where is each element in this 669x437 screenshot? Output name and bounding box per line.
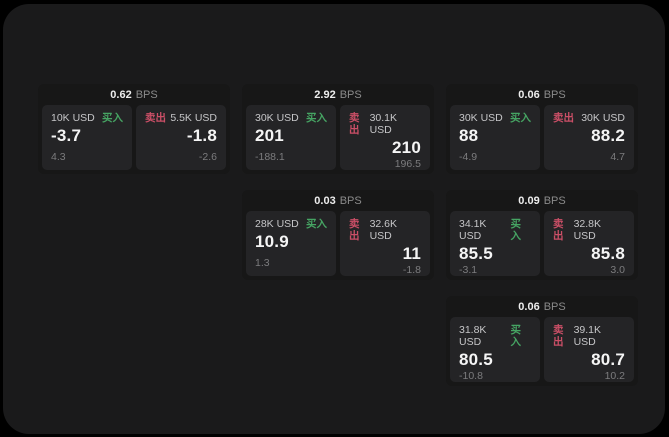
buy-label: 买入 bbox=[510, 218, 521, 242]
buy-amount: 28K USD bbox=[255, 218, 299, 230]
sell-label: 卖出 bbox=[349, 218, 360, 242]
sell-label: 卖出 bbox=[553, 324, 564, 348]
sell-amount: 39.1K USD bbox=[573, 324, 602, 348]
bps-unit: BPS bbox=[543, 301, 566, 313]
card-header: 0.62 BPS bbox=[38, 84, 230, 103]
sell-panel[interactable]: 卖出 30.1K USD 210 196.5 bbox=[340, 105, 430, 170]
buy-sub-value: 1.3 bbox=[255, 257, 270, 269]
sell-price: 88.2 bbox=[591, 126, 625, 145]
buy-label: 买入 bbox=[306, 218, 327, 230]
sell-price: 80.7 bbox=[591, 350, 625, 369]
sell-price: -1.8 bbox=[186, 126, 217, 145]
card-header: 2.92 BPS bbox=[242, 84, 434, 103]
buy-panel[interactable]: 30K USD 买入 88 -4.9 bbox=[450, 105, 540, 170]
buy-sub-value: -4.9 bbox=[459, 151, 478, 163]
sell-sub-value: 196.5 bbox=[394, 158, 421, 170]
quote-panels: 30K USD 买入 201 -188.1 卖出 30.1K USD 210 1… bbox=[246, 105, 430, 170]
quote-panels: 10K USD 买入 -3.7 4.3 卖出 5.5K USD -1.8 -2.… bbox=[42, 105, 226, 170]
buy-sub-value: -3.1 bbox=[459, 264, 478, 276]
sell-amount: 30K USD bbox=[581, 112, 625, 124]
sell-sub-value: -1.8 bbox=[402, 264, 421, 276]
buy-price: 88 bbox=[459, 126, 479, 145]
buy-label: 买入 bbox=[510, 112, 531, 124]
sell-panel[interactable]: 卖出 30K USD 88.2 4.7 bbox=[544, 105, 634, 170]
bps-value: 0.03 bbox=[314, 195, 336, 207]
sell-price: 85.8 bbox=[591, 244, 625, 263]
buy-amount: 30K USD bbox=[255, 112, 299, 124]
sell-label: 卖出 bbox=[145, 112, 166, 124]
sell-panel[interactable]: 卖出 5.5K USD -1.8 -2.6 bbox=[136, 105, 226, 170]
quote-card: 0.62 BPS 10K USD 买入 -3.7 4.3 卖出 5.5K USD… bbox=[38, 84, 230, 174]
buy-price: 10.9 bbox=[255, 232, 289, 251]
card-header: 0.09 BPS bbox=[446, 190, 638, 209]
buy-amount: 10K USD bbox=[51, 112, 95, 124]
sell-sub-value: 10.2 bbox=[604, 370, 625, 382]
quote-panels: 31.8K USD 买入 80.5 -10.8 卖出 39.1K USD 80.… bbox=[450, 317, 634, 382]
sell-panel[interactable]: 卖出 32.6K USD 11 -1.8 bbox=[340, 211, 430, 276]
bps-unit: BPS bbox=[135, 89, 158, 101]
bps-unit: BPS bbox=[339, 195, 362, 207]
card-header: 0.06 BPS bbox=[446, 296, 638, 315]
buy-price: 201 bbox=[255, 126, 284, 145]
card-header: 0.06 BPS bbox=[446, 84, 638, 103]
sell-price: 210 bbox=[392, 138, 421, 157]
buy-price: 80.5 bbox=[459, 350, 493, 369]
quote-card: 0.06 BPS 30K USD 买入 88 -4.9 卖出 30K USD 8… bbox=[446, 84, 638, 174]
sell-amount: 32.6K USD bbox=[369, 218, 398, 242]
sell-amount: 30.1K USD bbox=[369, 112, 398, 136]
buy-panel[interactable]: 10K USD 买入 -3.7 4.3 bbox=[42, 105, 132, 170]
buy-sub-value: -188.1 bbox=[255, 151, 285, 163]
buy-panel[interactable]: 28K USD 买入 10.9 1.3 bbox=[246, 211, 336, 276]
quote-card: 0.06 BPS 31.8K USD 买入 80.5 -10.8 卖出 39.1… bbox=[446, 296, 638, 386]
bps-unit: BPS bbox=[543, 195, 566, 207]
sell-amount: 5.5K USD bbox=[170, 112, 217, 124]
sell-sub-value: -2.6 bbox=[198, 151, 217, 163]
bps-unit: BPS bbox=[339, 89, 362, 101]
buy-panel[interactable]: 34.1K USD 买入 85.5 -3.1 bbox=[450, 211, 540, 276]
bps-value: 0.06 bbox=[518, 89, 540, 101]
bps-value: 0.62 bbox=[110, 89, 132, 101]
buy-sub-value: 4.3 bbox=[51, 151, 66, 163]
sell-label: 卖出 bbox=[349, 112, 360, 136]
sell-label: 卖出 bbox=[553, 218, 564, 242]
sell-amount: 32.8K USD bbox=[573, 218, 602, 242]
quote-card: 0.09 BPS 34.1K USD 买入 85.5 -3.1 卖出 32.8K… bbox=[446, 190, 638, 280]
bps-value: 0.06 bbox=[518, 301, 540, 313]
buy-sub-value: -10.8 bbox=[459, 370, 483, 382]
buy-panel[interactable]: 31.8K USD 买入 80.5 -10.8 bbox=[450, 317, 540, 382]
buy-label: 买入 bbox=[306, 112, 327, 124]
bps-unit: BPS bbox=[543, 89, 566, 101]
sell-panel[interactable]: 卖出 32.8K USD 85.8 3.0 bbox=[544, 211, 634, 276]
bps-value: 0.09 bbox=[518, 195, 540, 207]
sell-panel[interactable]: 卖出 39.1K USD 80.7 10.2 bbox=[544, 317, 634, 382]
buy-amount: 34.1K USD bbox=[459, 218, 487, 242]
quote-panels: 30K USD 买入 88 -4.9 卖出 30K USD 88.2 4.7 bbox=[450, 105, 634, 170]
sell-sub-value: 3.0 bbox=[610, 264, 625, 276]
buy-amount: 31.8K USD bbox=[459, 324, 487, 348]
card-header: 0.03 BPS bbox=[242, 190, 434, 209]
buy-price: 85.5 bbox=[459, 244, 493, 263]
sell-sub-value: 4.7 bbox=[610, 151, 625, 163]
quote-card: 0.03 BPS 28K USD 买入 10.9 1.3 卖出 32.6K US… bbox=[242, 190, 434, 280]
sell-price: 11 bbox=[402, 244, 421, 263]
sell-label: 卖出 bbox=[553, 112, 574, 124]
app-surface: 0.62 BPS 10K USD 买入 -3.7 4.3 卖出 5.5K USD… bbox=[3, 4, 665, 434]
quote-card: 2.92 BPS 30K USD 买入 201 -188.1 卖出 30.1K … bbox=[242, 84, 434, 174]
buy-label: 买入 bbox=[510, 324, 521, 348]
bps-value: 2.92 bbox=[314, 89, 336, 101]
quote-panels: 28K USD 买入 10.9 1.3 卖出 32.6K USD 11 -1.8 bbox=[246, 211, 430, 276]
buy-amount: 30K USD bbox=[459, 112, 503, 124]
buy-label: 买入 bbox=[102, 112, 123, 124]
buy-panel[interactable]: 30K USD 买入 201 -188.1 bbox=[246, 105, 336, 170]
buy-price: -3.7 bbox=[51, 126, 82, 145]
quote-panels: 34.1K USD 买入 85.5 -3.1 卖出 32.8K USD 85.8… bbox=[450, 211, 634, 276]
